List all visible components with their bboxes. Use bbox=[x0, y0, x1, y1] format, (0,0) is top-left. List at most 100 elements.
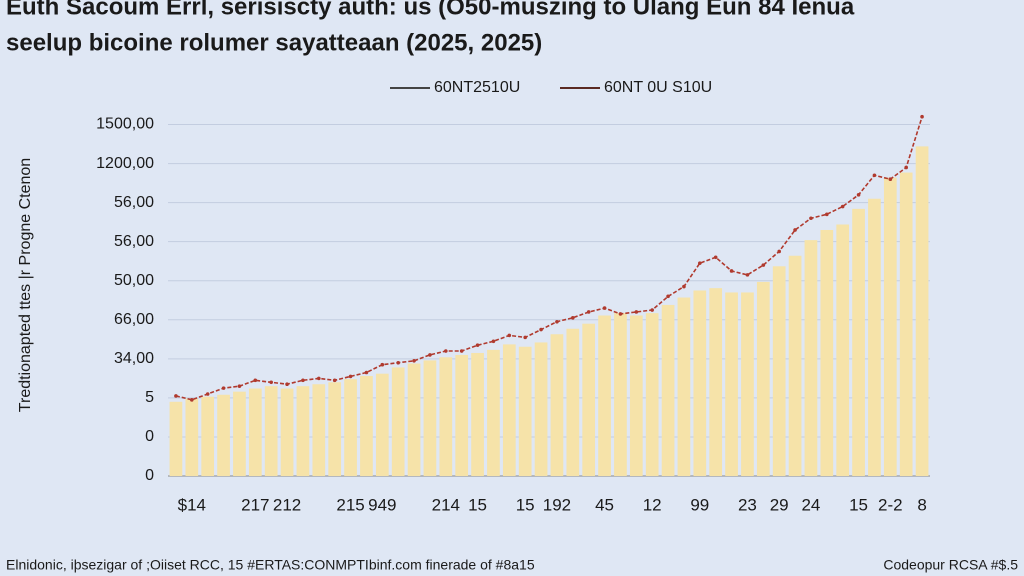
line-point bbox=[602, 306, 607, 310]
line-point bbox=[872, 173, 877, 178]
x-tick-label: 23 bbox=[738, 495, 757, 514]
x-tick-label: 949 bbox=[368, 495, 396, 514]
line-point bbox=[682, 284, 686, 289]
footer-right: Codeopur RCSA #$.5 bbox=[883, 557, 1018, 573]
bar bbox=[233, 391, 246, 476]
x-tick-label: 15 bbox=[516, 495, 535, 514]
line-point bbox=[666, 294, 670, 299]
bar bbox=[820, 229, 834, 476]
x-tick-label: 15 bbox=[849, 495, 868, 514]
bar bbox=[899, 172, 913, 477]
line-point bbox=[428, 353, 432, 357]
chart-title: Euth Sacoum Errl, serisiscty auth: us (O… bbox=[6, 0, 855, 20]
line-point bbox=[555, 319, 559, 324]
line-point bbox=[856, 193, 861, 197]
bar bbox=[614, 313, 627, 476]
line-point bbox=[412, 358, 416, 363]
line-point bbox=[650, 308, 654, 312]
bar bbox=[185, 398, 199, 476]
line-point bbox=[475, 343, 480, 347]
bar bbox=[741, 292, 754, 476]
line-point bbox=[809, 216, 813, 221]
line-point bbox=[205, 392, 210, 396]
bar bbox=[883, 177, 897, 477]
bar bbox=[566, 328, 580, 476]
line-point bbox=[507, 333, 512, 338]
line-point bbox=[888, 177, 893, 181]
bar bbox=[550, 334, 564, 476]
chart-subtitle: seelup bicoine rolumer sayatteaan (2025,… bbox=[6, 29, 542, 56]
y-tick-label: 0 bbox=[145, 428, 154, 445]
bar bbox=[344, 379, 357, 476]
x-tick-label: 15 bbox=[468, 495, 487, 514]
line-point bbox=[729, 269, 734, 273]
x-tick-label: 2-2 bbox=[878, 495, 903, 514]
y-tick-label: 1500,00 bbox=[96, 116, 154, 133]
bar bbox=[645, 313, 659, 476]
line-point bbox=[237, 384, 242, 388]
y-tick-label: 34,00 bbox=[114, 350, 154, 367]
bar bbox=[502, 344, 516, 476]
y-tick-label: 1200,00 bbox=[96, 155, 154, 172]
x-tick-label: 29 bbox=[770, 495, 789, 514]
line-point bbox=[459, 349, 464, 353]
bar bbox=[487, 349, 500, 476]
x-tick-label: 8 bbox=[917, 495, 926, 514]
bar bbox=[836, 224, 850, 476]
bar bbox=[407, 363, 421, 476]
line-point bbox=[920, 114, 924, 119]
line-point bbox=[396, 360, 400, 365]
x-tick-label: 12 bbox=[643, 495, 662, 514]
y-tick-label: 50,00 bbox=[114, 272, 154, 289]
line-point bbox=[713, 255, 718, 260]
y-tick-label: 66,00 bbox=[114, 311, 154, 328]
bar bbox=[280, 388, 294, 476]
line-point bbox=[332, 378, 337, 383]
line-point bbox=[761, 263, 766, 267]
y-tick-label: 56,00 bbox=[114, 194, 154, 211]
line-point bbox=[301, 378, 305, 383]
x-tick-label: 215 bbox=[336, 495, 364, 514]
line-point bbox=[618, 312, 623, 316]
bar bbox=[169, 401, 183, 476]
bar bbox=[725, 292, 738, 476]
bar bbox=[296, 386, 310, 476]
line-point bbox=[698, 261, 702, 265]
x-tick-label: 99 bbox=[690, 495, 709, 514]
y-axis-label: Tredtionapted ttes |r Progne Ctenon bbox=[17, 158, 34, 412]
line-point bbox=[777, 249, 781, 254]
bar bbox=[264, 386, 278, 476]
x-tick-label: 45 bbox=[595, 495, 614, 514]
line-point bbox=[745, 273, 750, 277]
bar bbox=[629, 315, 643, 476]
x-tick-label: $14 bbox=[178, 495, 206, 514]
line-point bbox=[285, 382, 289, 387]
line-point bbox=[571, 316, 575, 320]
line-point bbox=[269, 380, 273, 385]
x-tick-label: 214 bbox=[432, 495, 460, 514]
footer-left: Elnidonic, iþsezigar of ;Oiiset RCC, 15 … bbox=[6, 557, 535, 573]
line-point bbox=[825, 212, 829, 217]
line-point bbox=[348, 374, 353, 379]
bar bbox=[709, 288, 723, 476]
bar bbox=[375, 373, 389, 476]
bar bbox=[312, 384, 326, 476]
bar bbox=[360, 376, 373, 476]
bar bbox=[677, 297, 691, 476]
bar bbox=[661, 304, 675, 476]
line-point bbox=[190, 398, 194, 402]
bar bbox=[328, 382, 342, 476]
bar bbox=[788, 255, 802, 476]
bar bbox=[598, 315, 611, 476]
line-point bbox=[523, 335, 527, 340]
bar bbox=[471, 352, 484, 476]
y-tick-label: 0 bbox=[145, 467, 154, 484]
line-point bbox=[586, 310, 591, 314]
y-tick-label: 5 bbox=[145, 389, 154, 406]
bar bbox=[868, 198, 881, 476]
bar bbox=[804, 240, 818, 476]
bar bbox=[248, 388, 262, 476]
line-series bbox=[175, 116, 923, 401]
bar bbox=[693, 290, 707, 476]
